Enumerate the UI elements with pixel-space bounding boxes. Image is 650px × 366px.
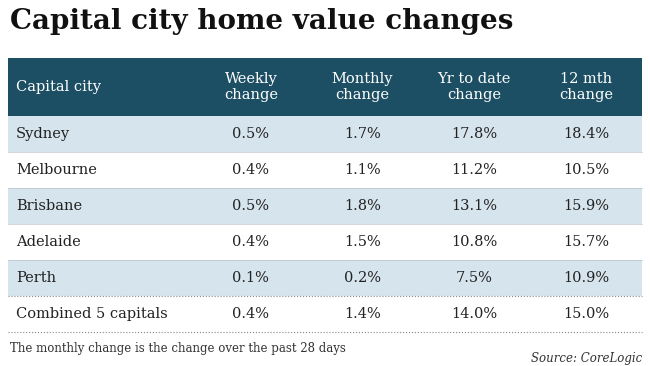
Bar: [418, 188, 530, 224]
Text: Adelaide: Adelaide: [16, 235, 81, 249]
Text: Melbourne: Melbourne: [16, 163, 97, 177]
Bar: [530, 296, 642, 332]
Bar: [195, 116, 307, 152]
Text: 0.4%: 0.4%: [232, 307, 269, 321]
Bar: [418, 224, 530, 260]
Bar: [307, 296, 418, 332]
Text: 0.1%: 0.1%: [233, 271, 269, 285]
Text: The monthly change is the change over the past 28 days: The monthly change is the change over th…: [10, 342, 346, 355]
Text: Yr to date
change: Yr to date change: [437, 72, 511, 102]
Bar: [195, 260, 307, 296]
Bar: [8, 188, 195, 224]
Text: 1.5%: 1.5%: [344, 235, 381, 249]
Text: 0.5%: 0.5%: [232, 127, 269, 141]
Text: Brisbane: Brisbane: [16, 199, 82, 213]
Text: Weekly
change: Weekly change: [224, 72, 278, 102]
Text: 15.0%: 15.0%: [563, 307, 609, 321]
Bar: [307, 260, 418, 296]
Bar: [418, 260, 530, 296]
Text: 10.5%: 10.5%: [563, 163, 609, 177]
Text: 18.4%: 18.4%: [563, 127, 609, 141]
Text: Combined 5 capitals: Combined 5 capitals: [16, 307, 168, 321]
Bar: [418, 296, 530, 332]
Text: 12 mth
change: 12 mth change: [559, 72, 613, 102]
Text: Capital city: Capital city: [16, 80, 101, 94]
Text: 13.1%: 13.1%: [451, 199, 497, 213]
Bar: [8, 58, 195, 116]
Text: 11.2%: 11.2%: [451, 163, 497, 177]
Text: 15.9%: 15.9%: [563, 199, 609, 213]
Text: 17.8%: 17.8%: [451, 127, 497, 141]
Bar: [307, 116, 418, 152]
Text: 1.4%: 1.4%: [344, 307, 381, 321]
Bar: [307, 188, 418, 224]
Bar: [307, 152, 418, 188]
Bar: [530, 152, 642, 188]
Text: 0.2%: 0.2%: [344, 271, 381, 285]
Bar: [530, 58, 642, 116]
Text: Capital city home value changes: Capital city home value changes: [10, 8, 514, 35]
Bar: [195, 188, 307, 224]
Text: 1.7%: 1.7%: [344, 127, 381, 141]
Text: Sydney: Sydney: [16, 127, 70, 141]
Text: 10.9%: 10.9%: [563, 271, 609, 285]
Bar: [8, 224, 195, 260]
Text: Perth: Perth: [16, 271, 56, 285]
Bar: [530, 116, 642, 152]
Bar: [195, 224, 307, 260]
Text: 15.7%: 15.7%: [563, 235, 609, 249]
Bar: [418, 152, 530, 188]
Text: 10.8%: 10.8%: [451, 235, 497, 249]
Text: 7.5%: 7.5%: [456, 271, 493, 285]
Bar: [530, 188, 642, 224]
Text: 0.4%: 0.4%: [232, 235, 269, 249]
Bar: [307, 224, 418, 260]
Text: 0.5%: 0.5%: [232, 199, 269, 213]
Bar: [195, 296, 307, 332]
Text: Monthly
change: Monthly change: [332, 72, 393, 102]
Bar: [195, 152, 307, 188]
Text: 14.0%: 14.0%: [451, 307, 497, 321]
Text: 1.1%: 1.1%: [344, 163, 381, 177]
Text: 0.4%: 0.4%: [232, 163, 269, 177]
Bar: [307, 58, 418, 116]
Bar: [8, 152, 195, 188]
Bar: [195, 58, 307, 116]
Bar: [418, 58, 530, 116]
Bar: [8, 296, 195, 332]
Text: Source: CoreLogic: Source: CoreLogic: [531, 352, 642, 365]
Bar: [8, 260, 195, 296]
Text: 1.8%: 1.8%: [344, 199, 381, 213]
Bar: [418, 116, 530, 152]
Bar: [530, 260, 642, 296]
Bar: [530, 224, 642, 260]
Bar: [8, 116, 195, 152]
